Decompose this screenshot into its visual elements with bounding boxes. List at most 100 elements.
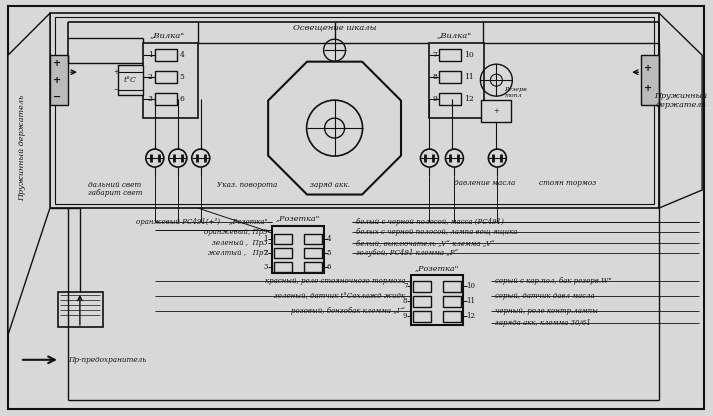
Polygon shape	[659, 13, 702, 208]
Bar	[274, 248, 292, 258]
Text: Пружинный
держатель: Пружинный держатель	[655, 92, 708, 109]
Text: заряда акк, клемма 30/61: заряда акк, клемма 30/61	[496, 319, 591, 327]
Polygon shape	[8, 13, 50, 335]
Bar	[304, 234, 322, 244]
Text: габарит свет: габарит свет	[88, 189, 142, 197]
Text: красный, реле стояночного тормоза: красный, реле стояночного тормоза	[265, 277, 406, 285]
Bar	[411, 275, 463, 325]
Text: „Вилка": „Вилка"	[150, 31, 185, 39]
Text: −: −	[53, 93, 61, 102]
Text: розовый, бензобак клемма „Г“: розовый, бензобак клемма „Г“	[292, 307, 406, 315]
Bar	[414, 296, 431, 307]
Text: серый, датчик давл масла: серый, датчик давл масла	[496, 292, 595, 300]
Text: 5: 5	[327, 249, 331, 257]
Text: +: +	[53, 59, 61, 68]
Bar	[274, 262, 292, 272]
Text: 7: 7	[403, 282, 407, 290]
Text: белый с черной полосой, масса (РС491): белый с черной полосой, масса (РС491)	[356, 218, 503, 226]
Text: стоян тормоз: стоян тормоз	[539, 179, 597, 187]
Bar	[439, 49, 461, 61]
Circle shape	[488, 149, 506, 167]
Bar	[274, 234, 292, 244]
Text: 3: 3	[148, 95, 153, 103]
Text: белый, выключатель „V“ клемма „V“: белый, выключатель „V“ клемма „V“	[356, 239, 494, 247]
Text: 10: 10	[466, 282, 476, 290]
Text: белых с черной полосой, лампа вещ ящика: белых с черной полосой, лампа вещ ящика	[356, 228, 517, 236]
Bar	[414, 311, 431, 322]
Text: 1: 1	[148, 51, 153, 59]
Text: Пр-предохранитель: Пр-предохранитель	[68, 356, 146, 364]
Text: желтый ,   Пр7: желтый , Пр7	[207, 249, 267, 257]
Bar	[439, 71, 461, 83]
Circle shape	[169, 149, 187, 167]
Text: заряд акк.: заряд акк.	[309, 181, 349, 189]
Text: дальний свет: дальний свет	[88, 181, 141, 189]
Text: +: +	[493, 107, 499, 115]
Circle shape	[446, 149, 463, 167]
Text: 12: 12	[464, 95, 474, 103]
Bar	[481, 100, 511, 122]
Text: оранжевый РС491(+²)    „Розетка": оранжевый РС491(+²) „Розетка"	[136, 218, 267, 226]
Text: 1: 1	[263, 235, 267, 243]
Bar	[155, 71, 177, 83]
Text: Освещение шкалы: Освещение шкалы	[293, 23, 376, 31]
Text: −: −	[113, 86, 119, 94]
Bar	[272, 226, 324, 273]
Text: +: +	[113, 68, 118, 76]
Text: 12: 12	[466, 312, 476, 320]
Text: зеленый, датчик t°Cохлажд жидк: зеленый, датчик t°Cохлажд жидк	[275, 292, 406, 300]
Text: 11: 11	[466, 297, 476, 305]
Text: 9: 9	[433, 95, 437, 103]
Text: давление масла: давление масла	[454, 179, 515, 187]
Text: голубой, РС491 клемма „Р“: голубой, РС491 клемма „Р“	[356, 249, 458, 257]
Bar	[414, 281, 431, 292]
Text: „Розетка": „Розетка"	[414, 264, 458, 272]
Bar	[641, 55, 659, 105]
Text: 6: 6	[327, 263, 331, 271]
Text: оранжевый, Пр9: оранжевый, Пр9	[204, 228, 267, 236]
Circle shape	[146, 149, 164, 167]
Bar	[143, 43, 198, 118]
Bar	[50, 13, 659, 208]
Text: 4: 4	[327, 235, 331, 243]
Text: 8: 8	[403, 297, 407, 305]
Polygon shape	[268, 62, 401, 195]
Text: „Вилка": „Вилка"	[437, 31, 472, 39]
Bar	[429, 43, 484, 118]
Text: 3: 3	[263, 263, 267, 271]
Bar	[155, 49, 177, 61]
Bar	[443, 296, 461, 307]
Circle shape	[192, 149, 210, 167]
Bar	[50, 55, 68, 105]
Text: t°C: t°C	[123, 76, 136, 84]
Text: Указ. поворота: Указ. поворота	[217, 181, 278, 189]
Text: серый с кар.пол, бак резерв.W": серый с кар.пол, бак резерв.W"	[496, 277, 612, 285]
Text: Резерв
топл: Резерв топл	[504, 87, 527, 97]
Text: +: +	[644, 84, 652, 93]
Text: 8: 8	[433, 73, 437, 81]
Bar	[304, 248, 322, 258]
Bar	[439, 93, 461, 105]
Bar	[155, 93, 177, 105]
Text: 4: 4	[180, 51, 185, 59]
Text: 5: 5	[180, 73, 185, 81]
Text: 10: 10	[464, 51, 474, 59]
Bar	[118, 65, 143, 95]
Bar	[304, 262, 322, 272]
Text: 2: 2	[263, 249, 267, 257]
Bar	[58, 292, 103, 327]
Text: 7: 7	[433, 51, 437, 59]
Bar	[443, 311, 461, 322]
Text: зеленый ,  Пр3: зеленый , Пр3	[212, 239, 267, 247]
Text: +: +	[53, 76, 61, 85]
Circle shape	[421, 149, 438, 167]
Text: 6: 6	[180, 95, 185, 103]
Bar	[55, 17, 654, 204]
Text: +: +	[644, 64, 652, 73]
Text: 11: 11	[464, 73, 474, 81]
Text: 9: 9	[403, 312, 407, 320]
Text: 2: 2	[148, 73, 153, 81]
Text: „Розетка": „Розетка"	[275, 214, 319, 222]
Text: Пружинный держатель: Пружинный держатель	[18, 95, 26, 201]
Bar	[443, 281, 461, 292]
